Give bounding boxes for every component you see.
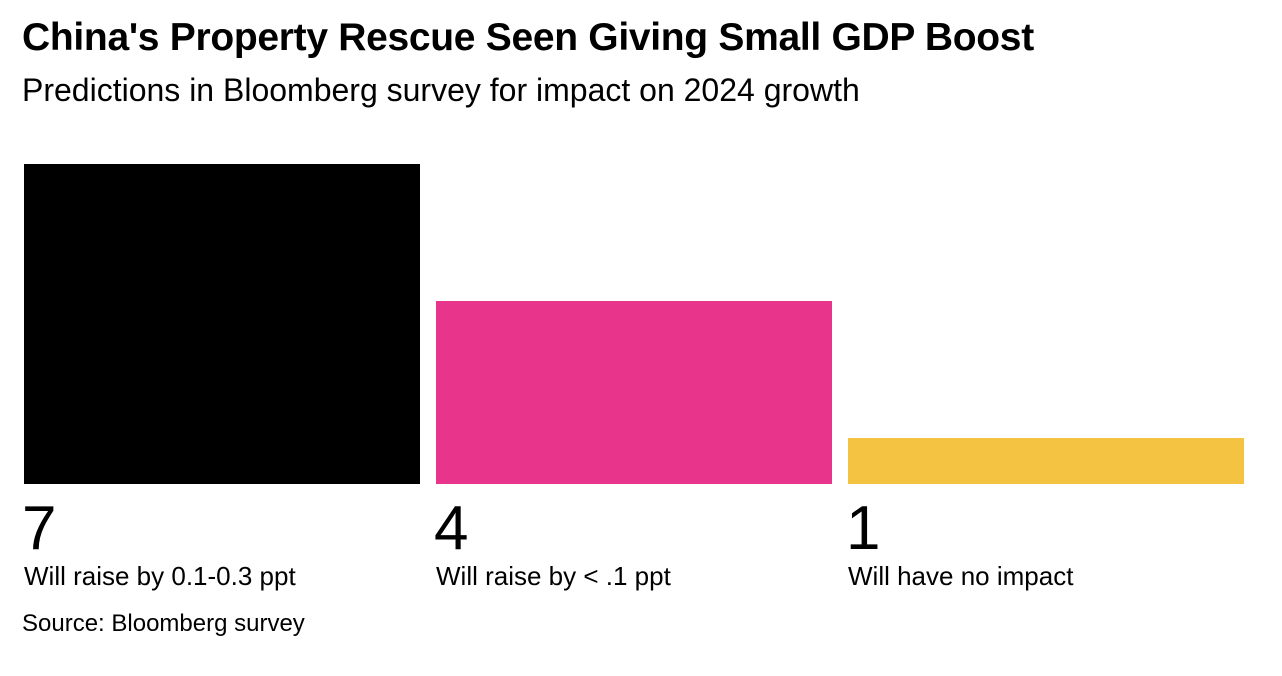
source-note: Source: Bloomberg survey — [22, 610, 305, 637]
category-label-2: Will raise by < .1 ppt — [436, 561, 671, 591]
chart-title: China's Property Rescue Seen Giving Smal… — [22, 16, 1034, 59]
chart-subtitle: Predictions in Bloomberg survey for impa… — [22, 72, 860, 108]
bar-1 — [24, 164, 420, 484]
category-label-3: Will have no impact — [848, 561, 1074, 591]
value-label-2: 4 — [434, 494, 469, 563]
bar-3 — [848, 438, 1244, 484]
value-label-3: 1 — [846, 494, 881, 563]
value-label-1: 7 — [22, 494, 57, 563]
category-label-1: Will raise by 0.1-0.3 ppt — [24, 561, 296, 591]
bar-2 — [436, 301, 832, 484]
